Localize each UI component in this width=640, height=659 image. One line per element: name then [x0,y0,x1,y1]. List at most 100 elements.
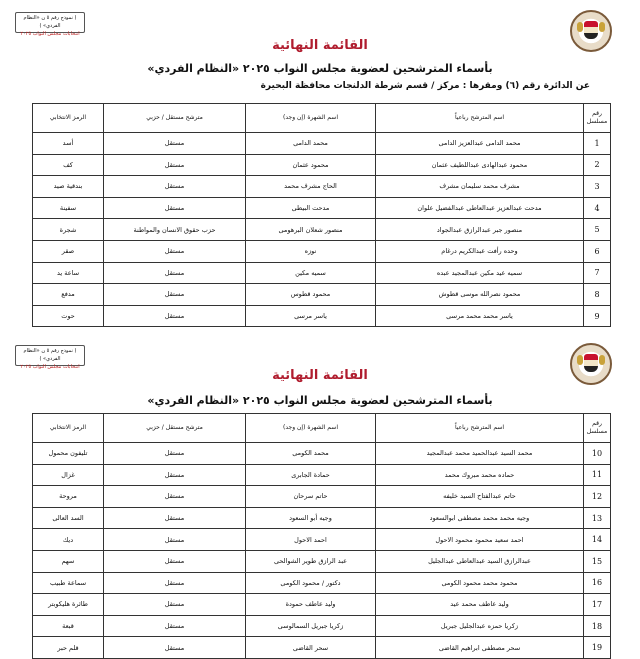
table-row: 7 سميه عيد مكين عبدالمجيد عبده سميه مكين مس… [32,261,611,285]
affiliation-cell: مستقل [103,506,246,530]
candidate-name-cell: وحده رأفت عبدالكريم درغام [375,239,584,263]
candidate-name-cell: محمد السيد عبدالحميد محمد عبدالمجيد [375,442,584,465]
symbol-cell: حوت [32,304,104,328]
header-symbol: الرمز الانتخابي [32,103,104,133]
candidate-name-cell: وجيه محمد محمد مصطفى ابوالسعود [375,506,584,530]
form-model-line2: انتخابات مجلس النواب ٢٠٢٥ [20,31,80,37]
serial-cell: 13 [583,506,611,530]
symbol-cell: مدفع [32,283,104,306]
page-title: القائمة النهائية [272,38,368,53]
nickname-cell: احمد الاحول [245,528,376,551]
table-row: 8 محمود نصرالله موسى قطوش محمود قطوس مستقل م… [32,283,611,306]
table-row: 6 وحده رأفت عبدالكريم درغام نوزه مستقل صقر [32,239,611,263]
affiliation-cell: مستقل [103,593,246,616]
affiliation-cell: مستقل [103,153,246,177]
form-model-line1: ( نموذج رقم ٥ ن «النظام الفردي» ) [23,15,77,29]
nickname-cell: سميه مكين [245,261,376,285]
table-row: 14 احمد سعيد محمود محمود الاحول احمد الاحو… [32,528,611,551]
candidate-name-cell: سميه عيد مكين عبدالمجيد عبده [375,261,584,285]
egypt-emblem-logo [570,343,612,385]
symbol-cell: بندقية صيد [32,175,104,198]
symbol-cell: أسد [32,132,104,155]
symbol-cell: شجرة [32,218,104,241]
nickname-cell: ياسر مرسى [245,304,376,328]
district-line: عن الدائرة رقم (٦) ومقرها : مركز / قسم ش… [260,81,590,91]
affiliation-cell: مستقل [103,549,246,573]
header-nickname: اسم الشهرة (إن وجد) [245,103,376,133]
candidate-name-cell: حماده محمد مبروك محمد [375,463,584,487]
table-row: 19 سحر مصطفى ابراهيم القاضى سحر القاضى مستق… [32,636,611,659]
table-row: 4 مدحت عبدالعزيز عبدالعاطى عبدالفضيل علوا… [32,196,611,220]
nickname-cell: محمود عثمان [245,153,376,177]
serial-cell: 7 [583,261,611,285]
header-affiliation: مترشح مستقل / حزبي [103,103,246,133]
nickname-cell: حاتم سرحان [245,485,376,508]
candidate-name-cell: ياسر محمد محمد مرسى [375,304,584,328]
egypt-emblem-logo [570,10,612,52]
candidate-name-cell: حاتم عبدالفتاح السيد خليفه [375,485,584,508]
symbol-cell: صقر [32,239,104,263]
header-name: اسم المترشح رباعياً [375,413,584,443]
table-row: 10 محمد السيد عبدالحميد محمد عبدالمجيد محم… [32,442,611,465]
candidate-name-cell: سحر مصطفى ابراهيم القاضى [375,636,584,659]
serial-cell: 2 [583,153,611,177]
table-row: 13 وجيه محمد محمد مصطفى ابوالسعود وجيه أبو… [32,506,611,530]
symbol-cell: ديك [32,528,104,551]
header-affiliation: مترشح مستقل / حزبي [103,413,246,443]
symbol-cell: تليفون محمول [32,442,104,465]
page-title: القائمة النهائية [272,368,368,383]
nickname-cell: منصور شعلان البرهومى [245,218,376,241]
page-subtitle: بأسماء المترشحين لعضوية مجلس النواب ٢٠٢٥… [147,394,493,407]
candidate-name-cell: مدحت عبدالعزيز عبدالعاطى عبدالفضيل علوان [375,196,584,220]
affiliation-cell: مستقل [103,485,246,508]
candidate-name-cell: زكريا حمزه عبدالجليل جبريل [375,614,584,638]
candidate-name-cell: عبدالرازق السيد عبدالعاطى عبدالجليل [375,549,584,573]
candidate-name-cell: محمود نصرالله موسى قطوش [375,283,584,306]
table-row: 18 زكريا حمزه عبدالجليل جبريل زكريا جبريل … [32,614,611,638]
serial-cell: 11 [583,463,611,487]
symbol-cell: قلم حبر [32,636,104,659]
serial-cell: 6 [583,239,611,263]
candidates-table-1: رقم مسلسل اسم المترشح رباعياً اسم الشهرة… [32,103,611,328]
nickname-cell: حمادة الجابرى [245,463,376,487]
table-row: 12 حاتم عبدالفتاح السيد خليفه حاتم سرحان مس… [32,485,611,508]
serial-cell: 9 [583,304,611,328]
serial-cell: 5 [583,218,611,241]
candidates-table-2: رقم مسلسل اسم المترشح رباعياً اسم الشهرة… [32,413,611,659]
serial-cell: 18 [583,614,611,638]
affiliation-cell: حزب حقوق الانسان والمواطنة [103,218,246,241]
form-model-box: ( نموذج رقم ٥ ن «النظام الفردي» ) انتخاب… [15,345,85,370]
symbol-cell: مروحة [32,485,104,508]
table-row: 3 مشرف محمد سليمان مشرف الحاج مشرف محمد مست… [32,175,611,198]
header-serial: رقم مسلسل [583,103,611,133]
affiliation-cell: مستقل [103,636,246,659]
serial-cell: 4 [583,196,611,220]
affiliation-cell: مستقل [103,283,246,306]
serial-cell: 19 [583,636,611,659]
candidate-name-cell: منصور جبر عبدالرازق عبدالجواد [375,218,584,241]
table-header-row: رقم مسلسل اسم المترشح رباعياً اسم الشهرة… [32,413,611,443]
header-nickname: اسم الشهرة (إن وجد) [245,413,376,443]
affiliation-cell: مستقل [103,571,246,595]
candidate-name-cell: وليد عاطف محمد عيد [375,593,584,616]
nickname-cell: محمود قطوس [245,283,376,306]
nickname-cell: مدحت البيطى [245,196,376,220]
symbol-cell: ساعة يد [32,261,104,285]
table-row: 1 محمد الدامى عبدالعزيز الدامى محمد الدامى… [32,132,611,155]
form-model-box: ( نموذج رقم ٥ ن «النظام الفردي» ) انتخاب… [15,12,85,37]
symbol-cell: سماعة طبيب [32,571,104,595]
table-row: 17 وليد عاطف محمد عيد وليد عاطف حمودة مستقل… [32,593,611,616]
affiliation-cell: مستقل [103,304,246,328]
nickname-cell: زكريا جبريل السمالوسى [245,614,376,638]
affiliation-cell: مستقل [103,175,246,198]
nickname-cell: الحاج مشرف محمد [245,175,376,198]
symbol-cell: سفينة [32,196,104,220]
candidate-name-cell: مشرف محمد سليمان مشرف [375,175,584,198]
serial-cell: 10 [583,442,611,465]
page-subtitle: بأسماء المترشحين لعضوية مجلس النواب ٢٠٢٥… [147,62,493,75]
nickname-cell: وليد عاطف حمودة [245,593,376,616]
affiliation-cell: مستقل [103,442,246,465]
affiliation-cell: مستقل [103,196,246,220]
serial-cell: 14 [583,528,611,551]
symbol-cell: طائرة هليكوبتر [32,593,104,616]
